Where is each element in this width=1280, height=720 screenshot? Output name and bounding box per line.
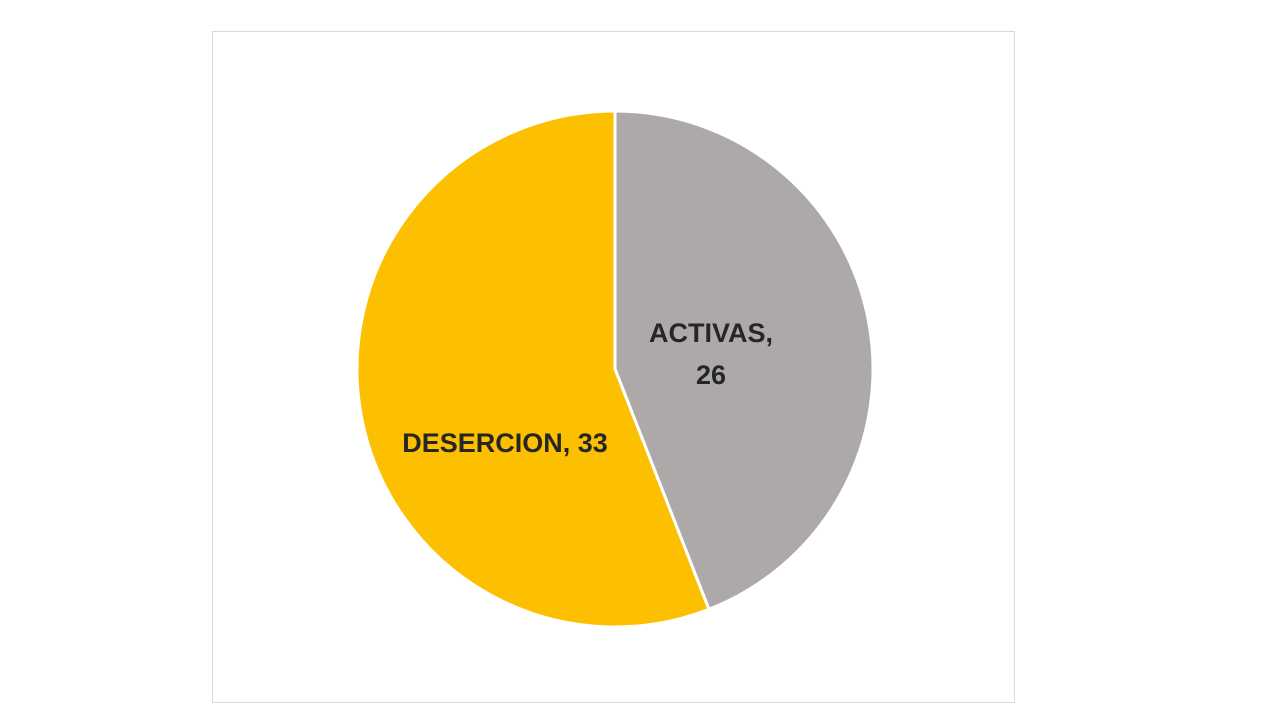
chart-area: ACTIVAS, 26 DESERCION, 33 <box>212 31 1015 703</box>
slice-label-desercion: DESERCION, 33 <box>402 428 608 458</box>
pie-slice-desercion <box>355 109 711 629</box>
slice-value-activas: 26 <box>696 360 726 390</box>
slice-label-activas: ACTIVAS, <box>649 318 773 348</box>
pie-slices <box>355 109 875 629</box>
pie-slice-activas <box>613 109 875 611</box>
pie-chart: ACTIVAS, 26 DESERCION, 33 <box>355 109 875 629</box>
